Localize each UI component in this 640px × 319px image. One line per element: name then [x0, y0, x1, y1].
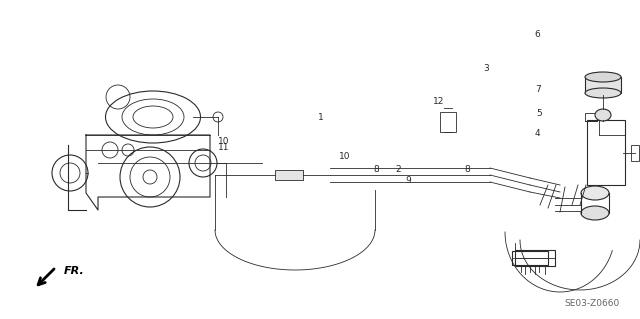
Ellipse shape — [585, 72, 621, 82]
Ellipse shape — [585, 88, 621, 98]
Ellipse shape — [595, 109, 611, 121]
Text: 3: 3 — [484, 64, 489, 73]
Text: 8: 8 — [465, 165, 470, 174]
Text: 4: 4 — [535, 130, 540, 138]
Text: 6: 6 — [535, 30, 540, 39]
Bar — [515, 250, 555, 266]
Ellipse shape — [581, 186, 609, 200]
Text: 8: 8 — [374, 165, 379, 174]
Bar — [585, 77, 621, 93]
Text: 10: 10 — [339, 152, 350, 161]
Text: 10: 10 — [218, 137, 230, 146]
Bar — [275, 170, 303, 180]
Bar — [631, 145, 639, 161]
Text: 9: 9 — [406, 176, 411, 185]
Bar — [512, 251, 548, 265]
Text: 7: 7 — [535, 85, 540, 94]
Ellipse shape — [581, 206, 609, 220]
Text: 1: 1 — [319, 113, 324, 122]
Text: 5: 5 — [536, 109, 541, 118]
Text: 2: 2 — [396, 165, 401, 174]
Text: SE03-Z0660: SE03-Z0660 — [564, 299, 620, 308]
Bar — [585, 113, 597, 121]
Bar — [440, 112, 456, 132]
Text: 11: 11 — [218, 143, 230, 152]
Text: 12: 12 — [433, 97, 445, 106]
Text: FR.: FR. — [64, 266, 84, 276]
Bar — [587, 120, 625, 185]
